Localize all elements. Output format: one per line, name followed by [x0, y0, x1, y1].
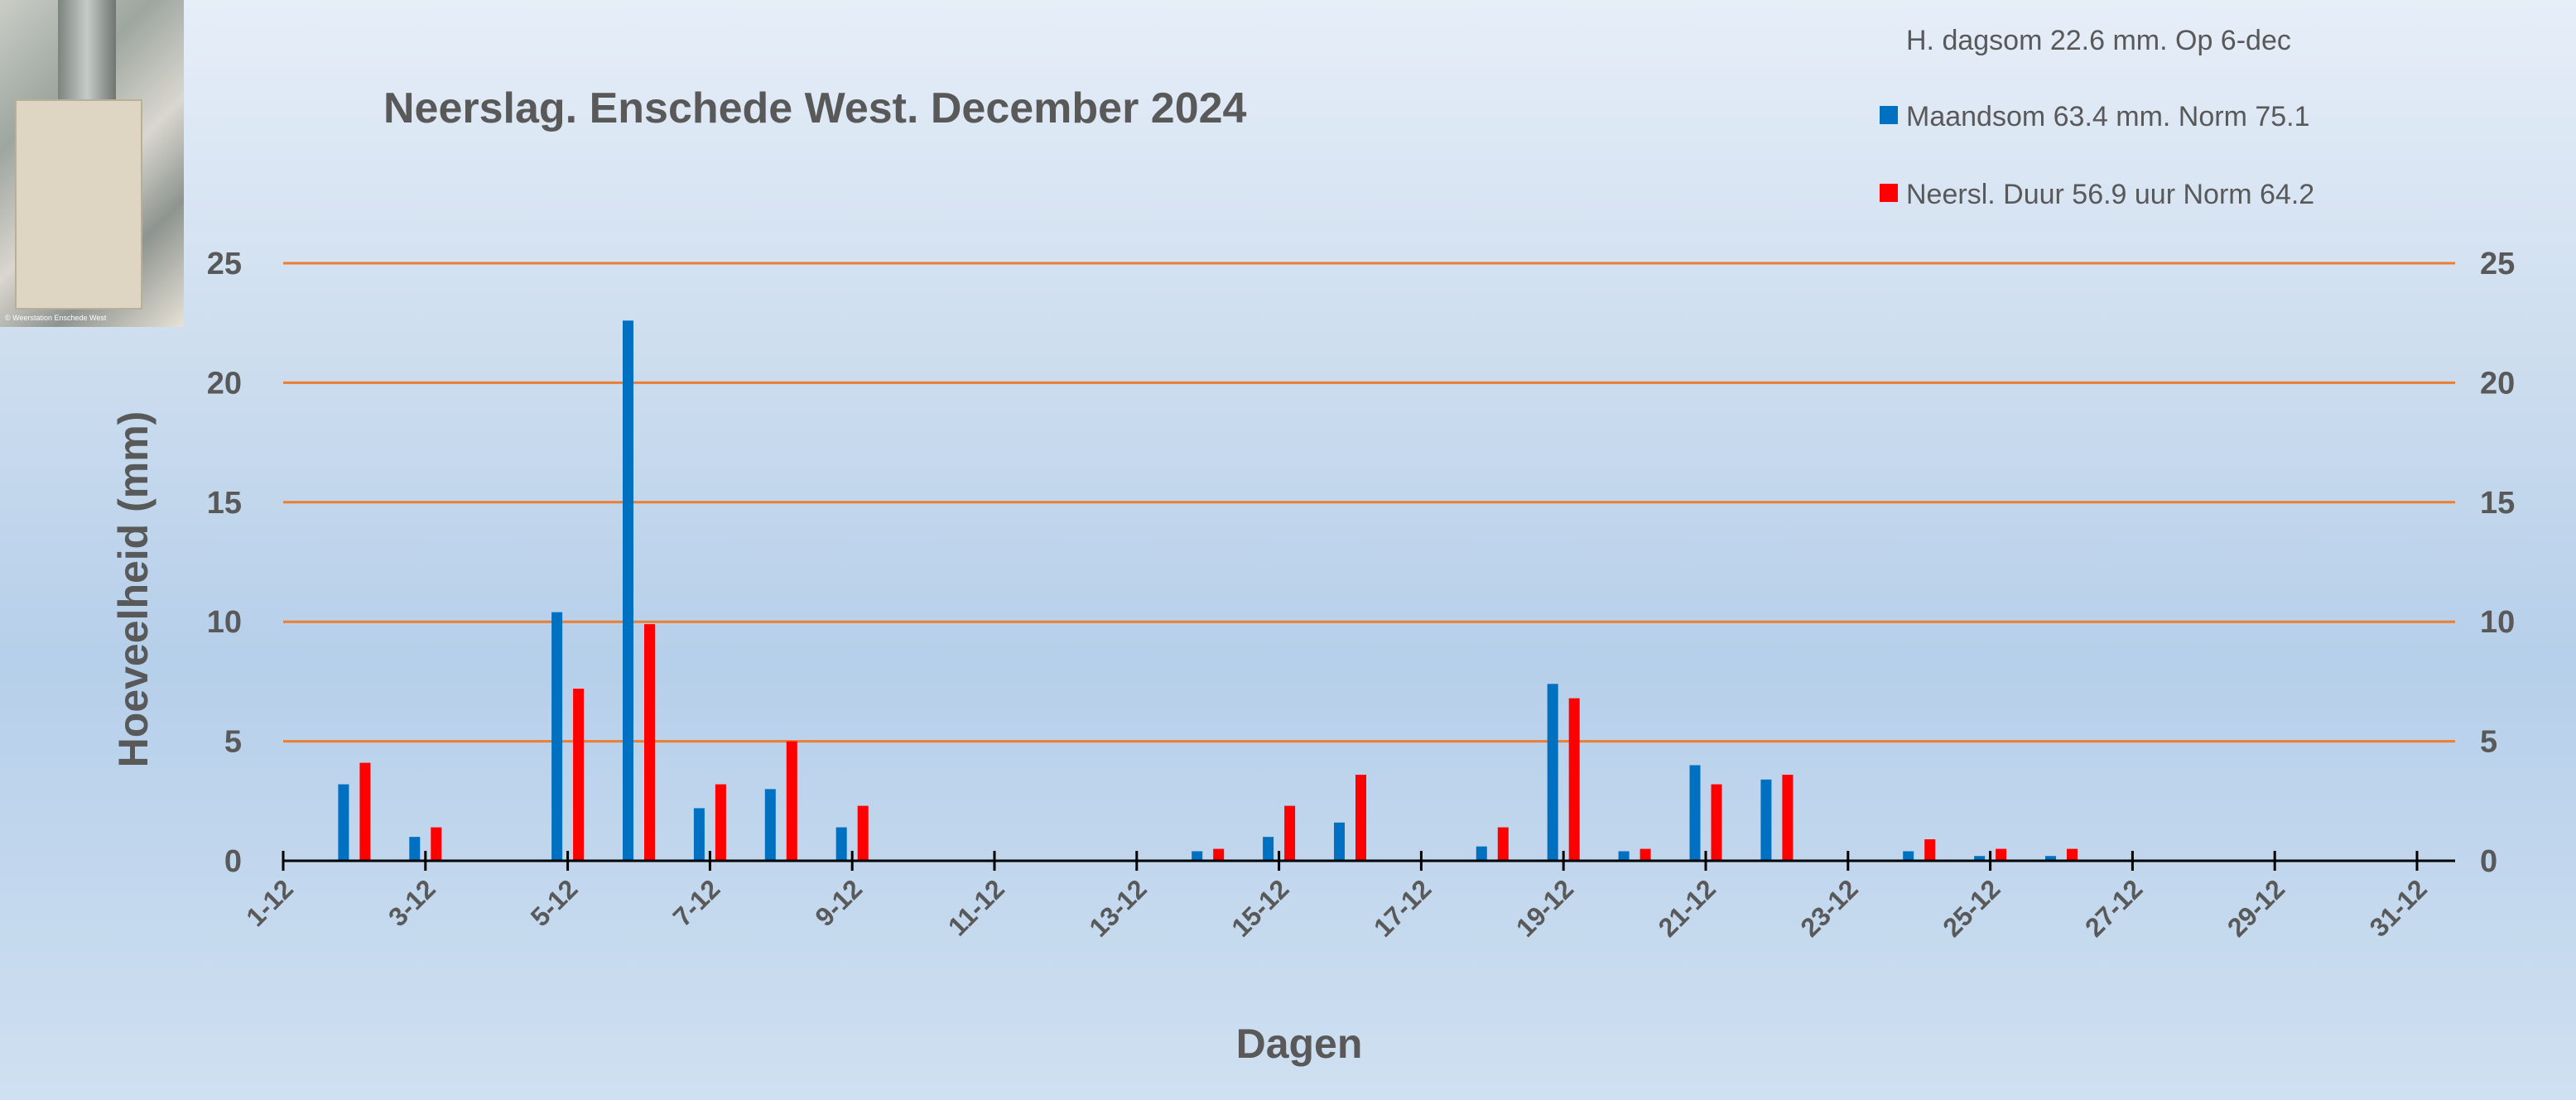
bar-series-2-day-7	[715, 784, 726, 861]
bar-series-2-day-16	[1355, 775, 1366, 861]
x-tick-label-31-12: 31-12	[2364, 873, 2433, 942]
x-tick-labels: 1-12 3-12 5-12 7-12 9-12 11-12 13-12 15-12 17-12…	[240, 873, 2433, 942]
bar-series-1-day-7	[693, 808, 705, 861]
y-tick-label-right-25: 25	[2480, 247, 2515, 281]
bar-series-1-day-14	[1192, 851, 1203, 861]
daily-max-info: H. dagsom 22.6 mm. Op 6-dec	[1906, 25, 2291, 56]
bar-series-2-day-18	[1497, 827, 1509, 861]
bar-series-1-day-18	[1476, 846, 1487, 861]
bar-series-2-day-14	[1213, 848, 1225, 861]
x-tick-label-7-12: 7-12	[667, 873, 726, 932]
y-tick-label-left-25: 25	[207, 247, 242, 281]
x-tick-label-13-12: 13-12	[1083, 873, 1152, 942]
bar-series-1-day-9	[835, 827, 847, 861]
y-tick-label-left-10: 10	[207, 605, 242, 640]
bar-series-2-day-19	[1568, 698, 1580, 861]
legend-label-series-2: Neersl. Duur 56.9 uur Norm 64.2	[1906, 179, 2314, 210]
x-tick-label-25-12: 25-12	[1937, 873, 2005, 942]
bar-series-1-day-24	[1903, 851, 1914, 861]
x-tick-label-11-12: 11-12	[942, 873, 1010, 941]
y-tick-label-left-0: 0	[224, 844, 242, 879]
bar-series-1-day-8	[764, 789, 776, 861]
x-tick-label-9-12: 9-12	[809, 873, 868, 932]
y-tick-label-left-15: 15	[207, 486, 242, 521]
bar-series-1-day-16	[1334, 822, 1345, 861]
x-axis	[282, 851, 2455, 871]
bar-series-1-day-25	[1974, 856, 1986, 861]
bar-series-1-day-26	[2045, 856, 2056, 861]
x-tick-label-19-12: 19-12	[1510, 873, 1579, 942]
legend-swatch-series-2	[1880, 184, 1898, 202]
photo-rain-gauge	[15, 99, 142, 310]
bar-series-2-day-25	[1996, 848, 2007, 861]
y-tick-label-right-10: 10	[2480, 605, 2515, 640]
chart-title: Neerslag. Enschede West. December 2024	[383, 84, 1247, 132]
bar-series-1-day-21	[1689, 765, 1701, 861]
x-tick-label-1-12: 1-12	[240, 873, 299, 932]
x-tick-label-27-12: 27-12	[2079, 873, 2148, 942]
bar-series-2-day-20	[1639, 848, 1651, 861]
bar-series-2-day-22	[1782, 775, 1794, 861]
bar-series-1-day-22	[1760, 779, 1772, 861]
x-tick-label-3-12: 3-12	[383, 873, 441, 932]
gridlines	[283, 262, 2455, 743]
x-tick-label-23-12: 23-12	[1794, 873, 1863, 942]
weather-station-photo: © Weerstation Enschede West	[0, 0, 184, 327]
x-tick-label-5-12: 5-12	[525, 873, 584, 932]
bar-series-2-day-2	[359, 762, 371, 861]
bar-series-1-day-20	[1618, 851, 1630, 861]
bar-series-1-day-15	[1263, 837, 1274, 861]
y-tick-label-right-15: 15	[2480, 486, 2515, 521]
photo-caption: © Weerstation Enschede West	[5, 314, 107, 322]
x-axis-label: Dagen	[1236, 1021, 1363, 1067]
bar-series-1-day-6	[623, 320, 633, 861]
y-tick-label-right-5: 5	[2480, 725, 2497, 760]
legend-label-series-1: Maandsom 63.4 mm. Norm 75.1	[1906, 101, 2310, 132]
x-tick-label-15-12: 15-12	[1225, 873, 1294, 942]
bar-series-2-day-9	[857, 805, 869, 861]
bar-series-2-day-21	[1711, 784, 1722, 861]
bars	[338, 320, 2078, 861]
y-tick-label-right-20: 20	[2480, 366, 2515, 401]
bar-series-2-day-3	[431, 827, 442, 861]
bar-series-2-day-8	[786, 741, 797, 861]
legend-swatch-series-1	[1880, 106, 1898, 124]
y-tick-labels: 0 0 5 5 10 10 15 15 20 20 25 25	[207, 247, 2516, 879]
x-tick-label-29-12: 29-12	[2222, 873, 2290, 942]
bar-series-2-day-24	[1924, 839, 1936, 861]
bar-series-2-day-15	[1284, 805, 1296, 861]
x-tick-label-17-12: 17-12	[1368, 873, 1437, 942]
bar-series-1-day-2	[338, 784, 349, 861]
y-axis-label: Hoeveelheid (mm)	[110, 411, 156, 768]
bar-series-1-day-3	[409, 837, 421, 861]
bar-series-1-day-19	[1547, 684, 1558, 861]
y-tick-label-left-20: 20	[207, 366, 242, 401]
x-tick-label-21-12: 21-12	[1653, 873, 1721, 942]
bar-series-1-day-5	[551, 612, 563, 861]
bar-series-2-day-5	[573, 689, 585, 861]
bar-series-2-day-26	[2067, 848, 2078, 861]
y-tick-label-right-0: 0	[2480, 844, 2497, 879]
y-tick-label-left-5: 5	[224, 725, 242, 760]
bar-series-2-day-6	[644, 624, 655, 861]
